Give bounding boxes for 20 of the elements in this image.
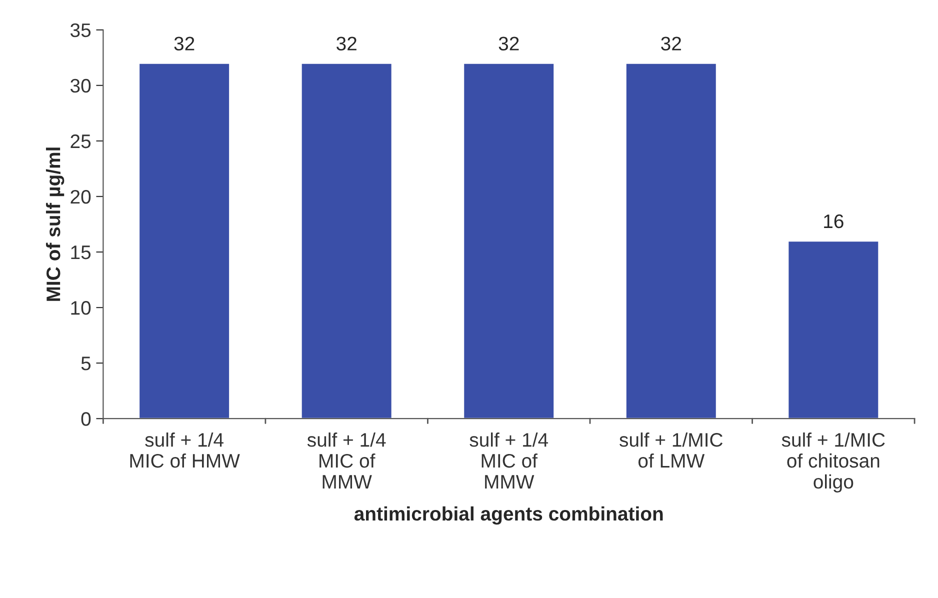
x-tick-label: sulf + 1/MIC of chitosan oligo: [782, 432, 885, 493]
x-tick-label: sulf + 1/MIC of LMW: [620, 432, 723, 468]
data-label: 16: [824, 214, 844, 228]
y-tick-label: 20: [70, 190, 91, 204]
y-tick-label: 0: [81, 412, 91, 426]
data-label: 32: [498, 36, 519, 50]
y-tick-label: 10: [71, 301, 91, 315]
x-tick-label: sulf + 1/4 MIC of MMW: [470, 432, 548, 488]
y-tick-label: 15: [71, 246, 91, 260]
data-label: 32: [174, 36, 194, 50]
data-label: 32: [336, 36, 356, 50]
y-tick-label: 35: [70, 23, 91, 38]
data-label: 32: [661, 36, 681, 50]
y-tick-label: 30: [70, 78, 91, 93]
x-tick-label: sulf + 1/4 MIC of MMW: [307, 432, 386, 488]
y-tick-label: 25: [70, 134, 91, 148]
x-tick-label: sulf + 1/4 MIC of HMW: [130, 432, 240, 468]
x-axis-title: antimicrobial agents combination: [354, 506, 663, 525]
y-axis-title: MIC of sulf µg/ml: [46, 148, 64, 301]
y-tick-label: 5: [81, 356, 91, 370]
